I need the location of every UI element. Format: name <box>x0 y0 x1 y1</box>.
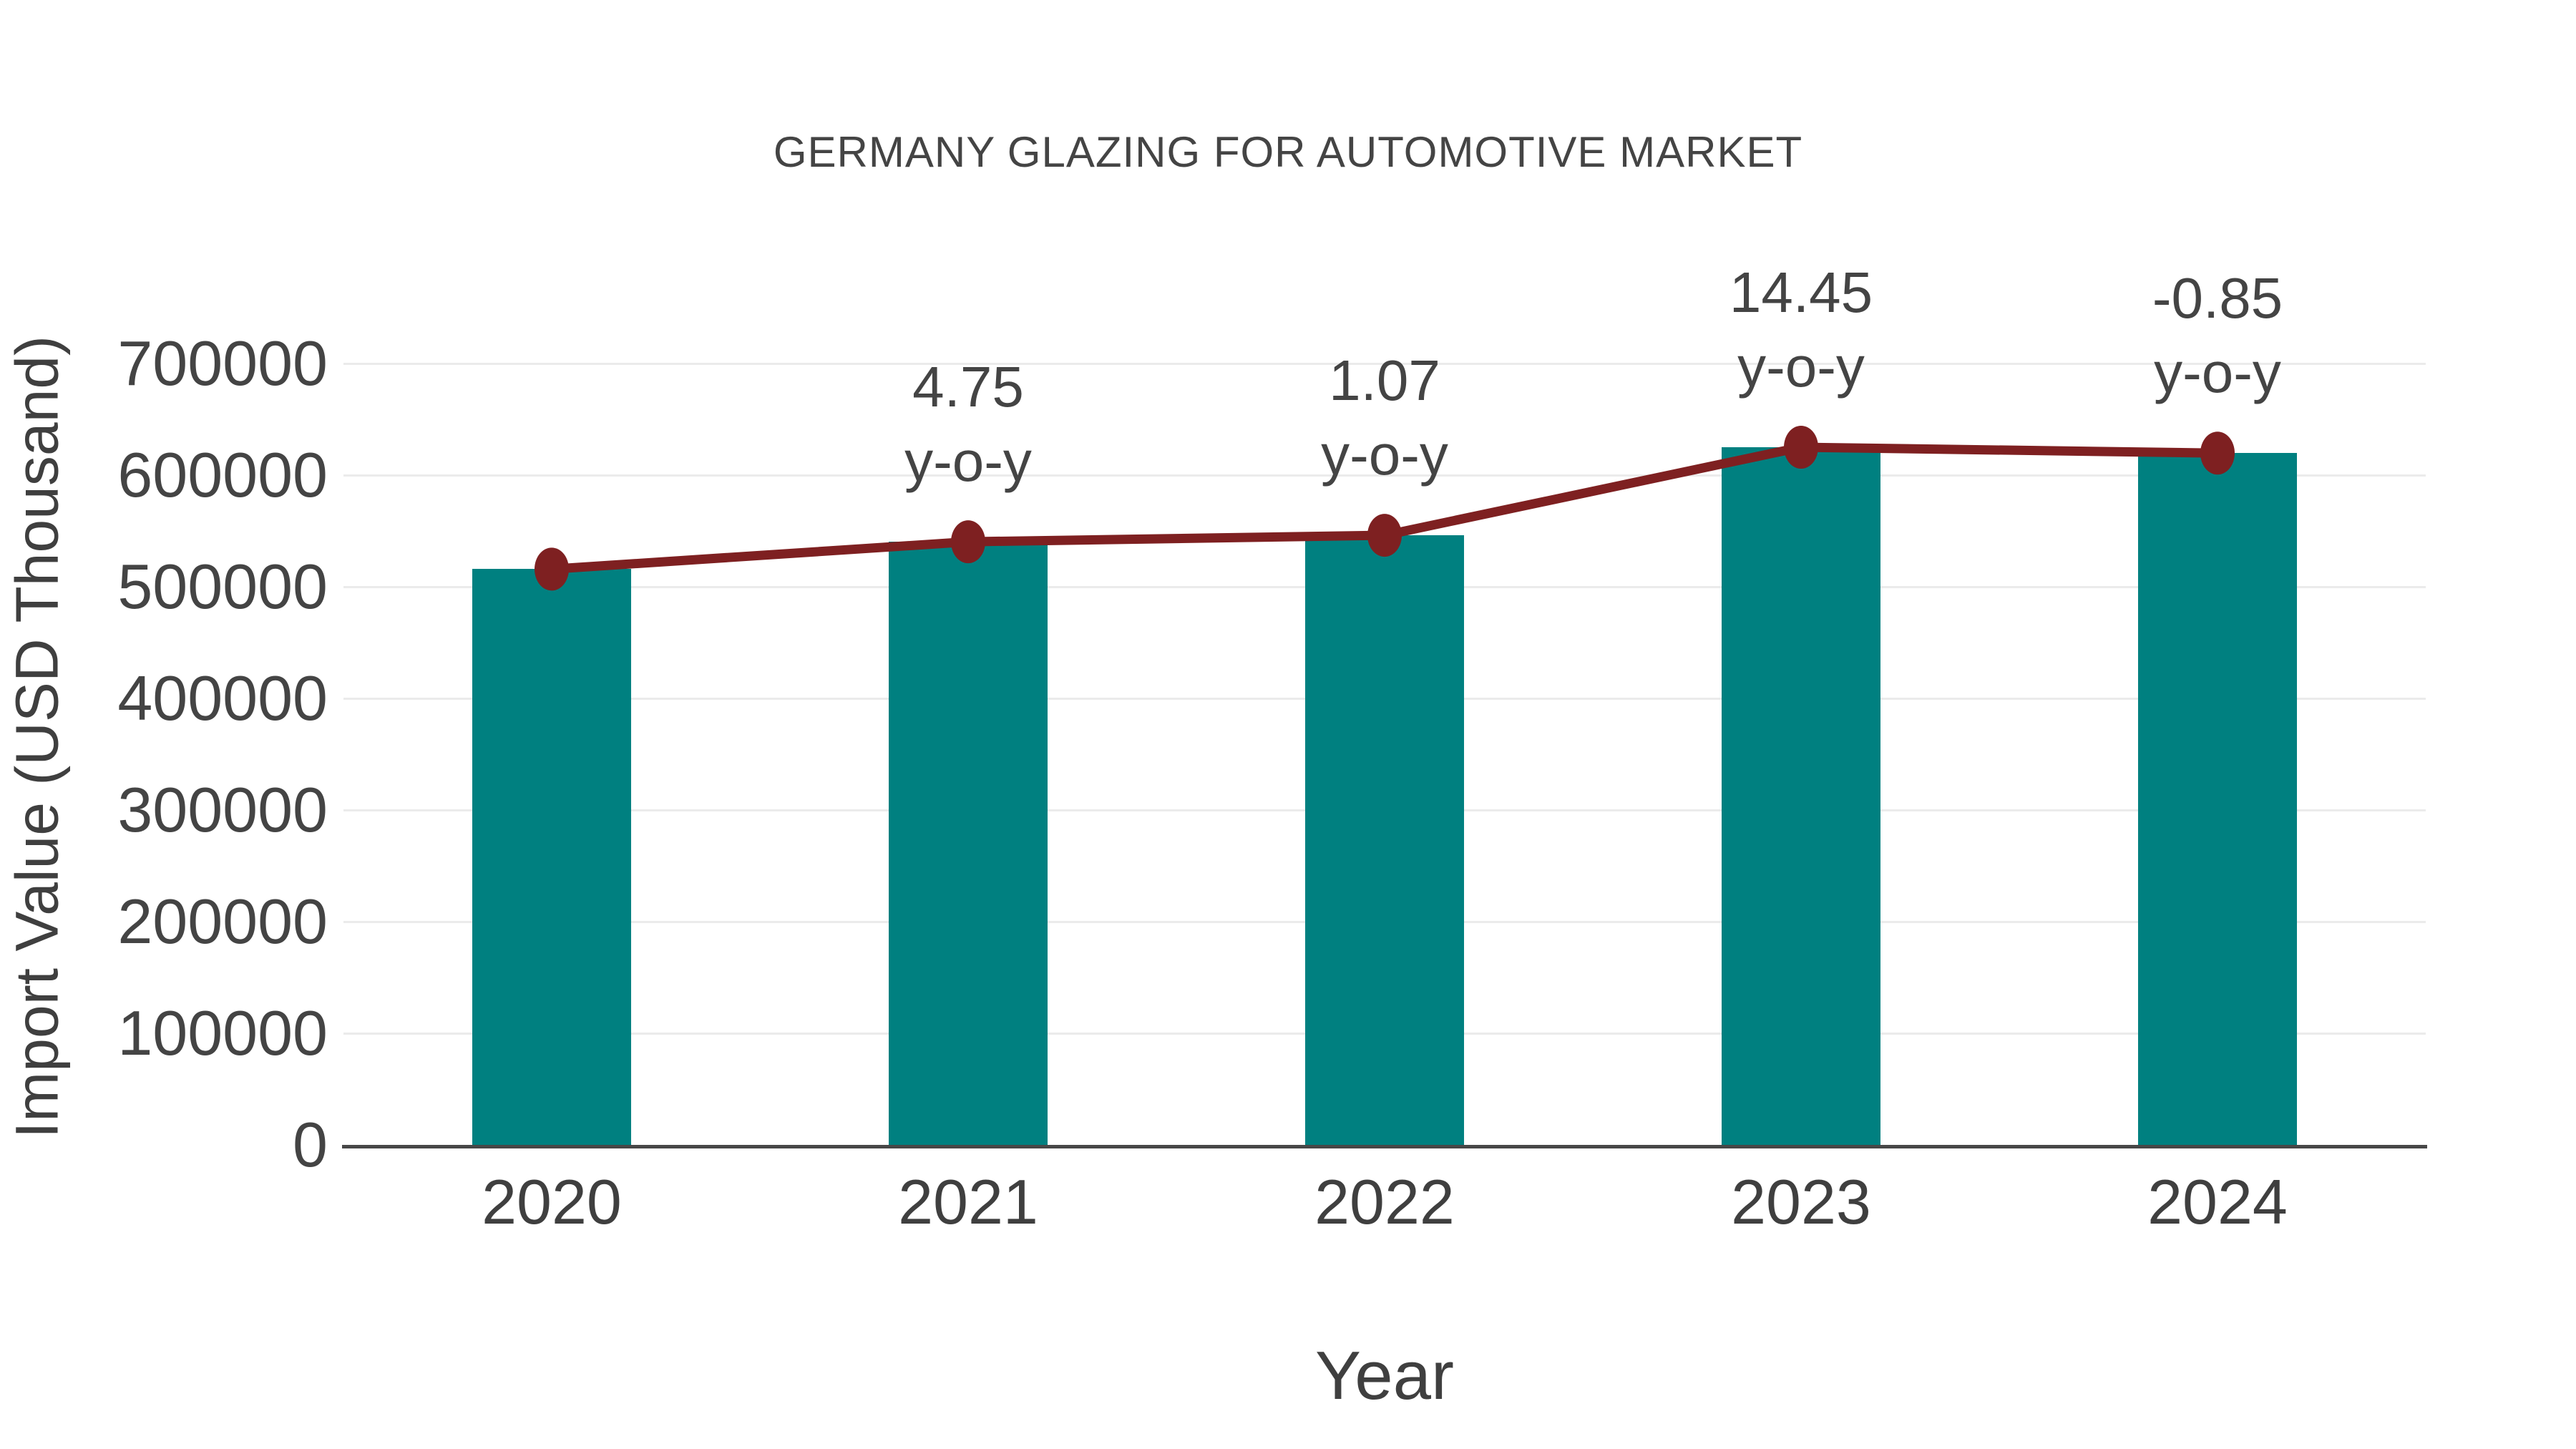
y-tick-label: 200000 <box>117 886 328 957</box>
yoy-annotation-2022: 1.07 y-o-y <box>1321 348 1448 487</box>
yoy-annotation-2023: 14.45 y-o-y <box>1729 260 1873 399</box>
yoy-annotation-2021: 4.75 y-o-y <box>904 355 1032 494</box>
x-tick-label-2020: 2020 <box>482 1166 622 1237</box>
y-tick-label: 100000 <box>117 997 328 1068</box>
y-tick-label: 700000 <box>117 328 328 399</box>
y-tick-label: 300000 <box>117 774 328 845</box>
x-tick-label-2021: 2021 <box>898 1166 1038 1237</box>
x-axis-line <box>342 1145 2427 1148</box>
bar-2020 <box>472 569 631 1147</box>
bar-2022 <box>1305 535 1464 1147</box>
y-tick-label: 0 <box>293 1109 328 1180</box>
gridline <box>343 362 2426 365</box>
y-tick-label: 600000 <box>117 439 328 510</box>
y-tick-label: 400000 <box>117 663 328 733</box>
bar-2023 <box>1722 447 1880 1147</box>
yoy-annotation-2024: -0.85 y-o-y <box>2152 266 2283 405</box>
x-tick-label-2024: 2024 <box>2147 1166 2288 1237</box>
bar-2021 <box>889 542 1048 1147</box>
chart-title: GERMANY GLAZING FOR AUTOMOTIVE MARKET <box>773 128 1803 176</box>
x-tick-label-2023: 2023 <box>1731 1166 1871 1237</box>
x-axis-title: Year <box>1315 1337 1454 1414</box>
x-tick-label-2022: 2022 <box>1314 1166 1455 1237</box>
bar-2024 <box>2138 453 2297 1147</box>
y-tick-label: 500000 <box>117 551 328 622</box>
